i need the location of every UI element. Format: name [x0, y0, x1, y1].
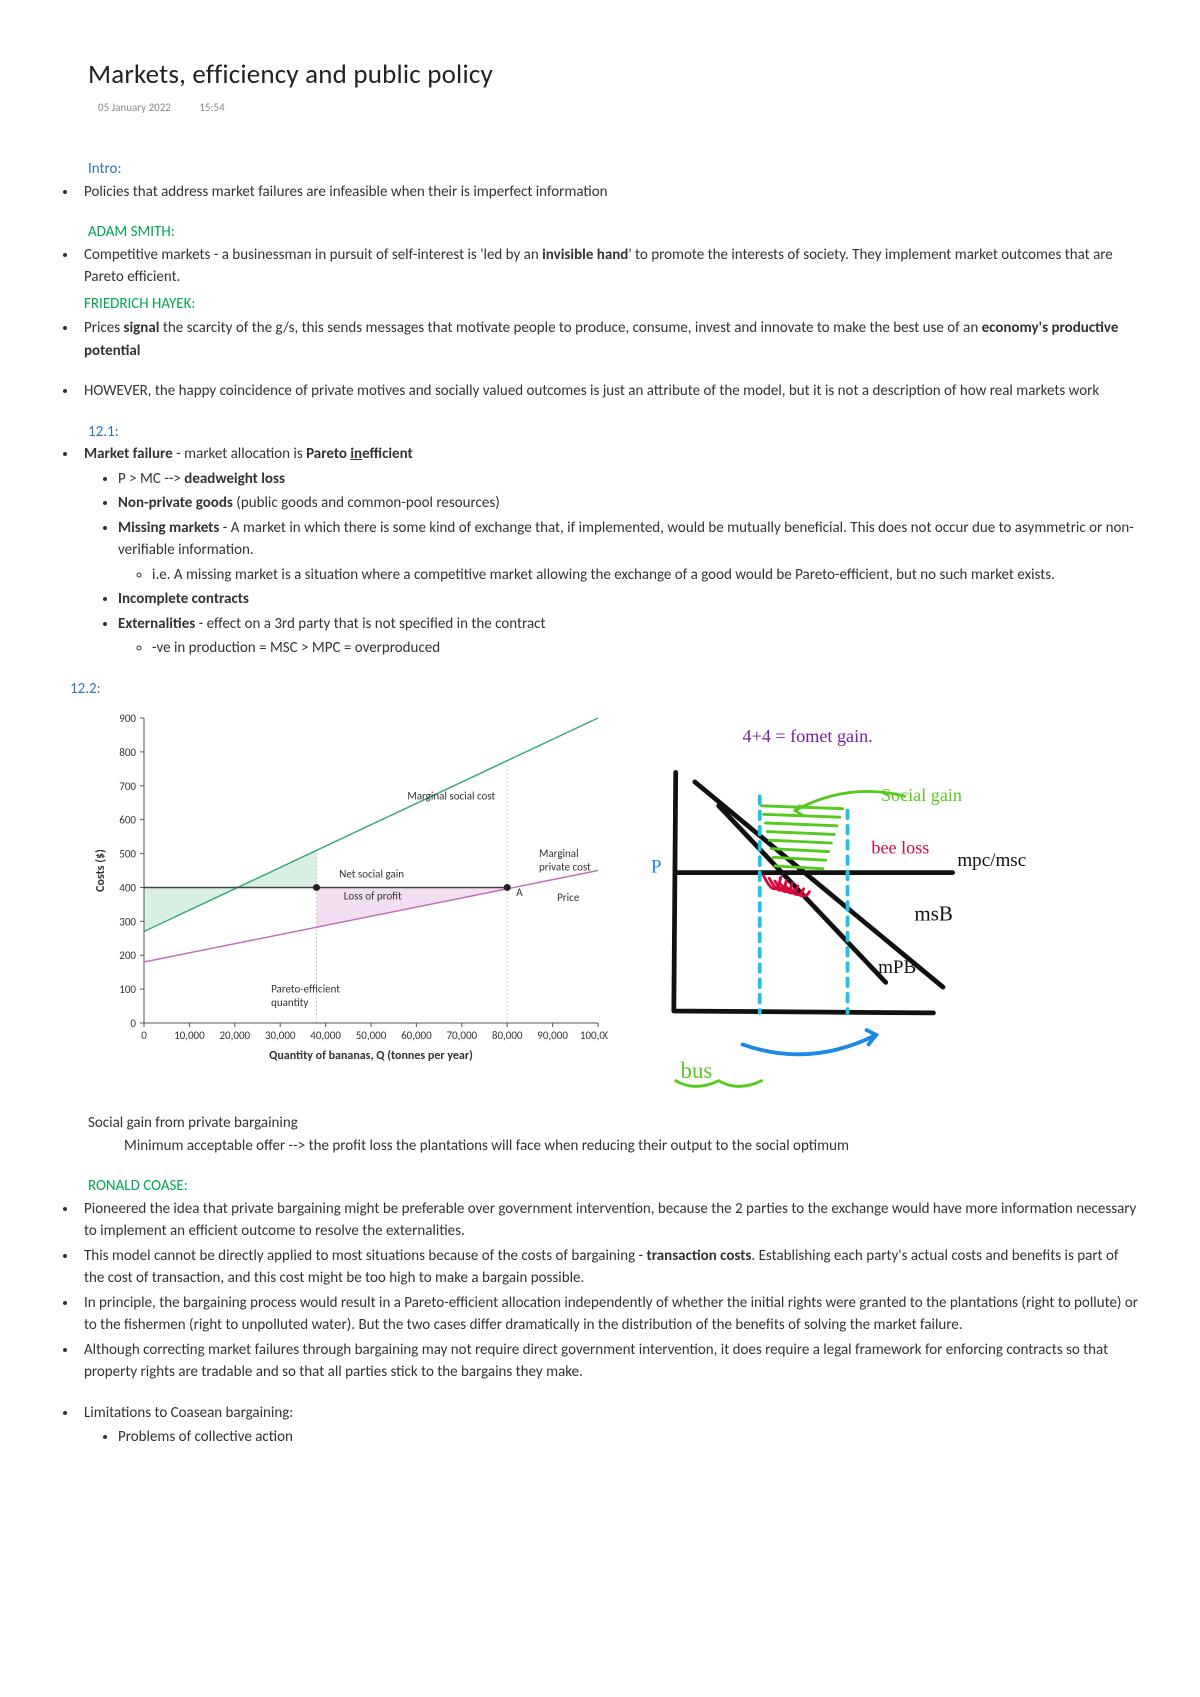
mf-item: Market failure - market allocation is Pa… — [78, 443, 1140, 660]
text-bold: signal — [124, 319, 160, 337]
svg-text:quantity: quantity — [271, 996, 308, 1009]
mf-sub: Externalities - effect on a 3rd party th… — [118, 613, 1140, 660]
svg-text:Loss of profit: Loss of profit — [344, 889, 402, 902]
svg-text:100,000: 100,000 — [580, 1029, 608, 1042]
svg-text:40,000: 40,000 — [310, 1029, 341, 1042]
text-bold: Missing markets — [118, 519, 219, 537]
intro-item: Policies that address market failures ar… — [78, 181, 1140, 204]
text: - A market in which there is some kind o… — [118, 519, 1134, 560]
text: P > MC --> — [118, 470, 184, 488]
svg-text:30,000: 30,000 — [265, 1029, 296, 1042]
smith-item: Competitive markets - a businessman in p… — [78, 244, 1140, 316]
svg-text:200: 200 — [119, 949, 136, 962]
svg-text:10,000: 10,000 — [174, 1029, 205, 1042]
text-bold: Non-private goods — [118, 494, 233, 512]
svg-text:Pareto-efficient: Pareto-efficient — [271, 983, 340, 996]
coase-limit-item: Problems of collective action — [118, 1426, 1140, 1449]
svg-text:P: P — [651, 857, 662, 878]
svg-text:80,000: 80,000 — [492, 1029, 523, 1042]
text-underline: in — [350, 445, 362, 463]
svg-text:500: 500 — [119, 848, 136, 861]
text: the scarcity of the g/s, this sends mess… — [159, 319, 981, 337]
svg-text:bee loss: bee loss — [871, 838, 929, 858]
svg-text:4+4 = fomet gain.: 4+4 = fomet gain. — [743, 726, 873, 746]
heading-122: 12.2: — [70, 678, 1140, 701]
mf-sub: Incomplete contracts — [118, 588, 1140, 611]
svg-text:90,000: 90,000 — [537, 1029, 568, 1042]
text-bold: transaction costs — [647, 1247, 752, 1265]
svg-text:Quantity of bananas, Q (tonnes: Quantity of bananas, Q (tonnes per year) — [269, 1049, 473, 1063]
heading-hayek: FRIEDRICH HAYEK: — [84, 293, 1140, 316]
svg-text:mPB: mPB — [878, 957, 916, 978]
coase-item: In principle, the bargaining process wou… — [78, 1292, 1140, 1337]
text: Prices — [84, 319, 124, 337]
mf-subsub: i.e. A missing market is a situation whe… — [152, 564, 1140, 587]
svg-text:A: A — [516, 886, 523, 899]
svg-text:Marginal social cost: Marginal social cost — [407, 789, 495, 802]
text-bold: deadweight loss — [184, 470, 285, 488]
svg-text:mpc/msc: mpc/msc — [957, 850, 1026, 871]
coase-item: Although correcting market failures thro… — [78, 1339, 1140, 1384]
text: Limitations to Coasean bargaining: — [84, 1404, 293, 1422]
page-meta: 05 January 2022 15:54 — [98, 100, 1140, 117]
pb-sub: Minimum acceptable offer --> the profit … — [124, 1135, 1140, 1158]
heading-coase: RONALD COASE: — [88, 1175, 1140, 1198]
hayek-item: Prices signal the scarcity of the g/s, t… — [78, 317, 1140, 362]
svg-text:Costs ($): Costs ($) — [94, 849, 108, 892]
text-bold: Externalities — [118, 615, 195, 633]
text: Competitive markets - a businessman in p… — [84, 246, 542, 264]
svg-text:800: 800 — [119, 746, 136, 759]
text-bold: invisible hand — [542, 246, 628, 264]
svg-text:Net social gain: Net social gain — [339, 867, 404, 880]
mf-sub: Missing markets - A market in which ther… — [118, 517, 1140, 587]
svg-text:0: 0 — [130, 1017, 136, 1030]
svg-text:400: 400 — [119, 881, 136, 894]
svg-text:900: 900 — [119, 712, 136, 725]
externality-chart: 0 100 200 300 400 500 600 700 800 900 0 10,000 20,00… — [88, 706, 608, 1096]
coase-item: This model cannot be directly applied to… — [78, 1245, 1140, 1290]
svg-text:private cost: private cost — [539, 861, 591, 874]
svg-text:600: 600 — [119, 814, 136, 827]
svg-text:Price: Price — [557, 891, 580, 904]
hand-sketch: 4+4 = fomet gain. Social gain bee loss mpc/… — [628, 706, 1048, 1106]
svg-text:50,000: 50,000 — [356, 1029, 387, 1042]
svg-text:Marginal: Marginal — [539, 847, 579, 860]
heading-121: 12.1: — [88, 421, 1140, 444]
text-bold: Incomplete contracts — [118, 590, 249, 608]
text-bold: Pareto — [306, 445, 350, 463]
text: - market allocation is — [173, 445, 306, 463]
page-title: Markets, efficiency and public policy — [88, 55, 1140, 96]
mf-sub: Non-private goods (public goods and comm… — [118, 492, 1140, 515]
pb-line: Social gain from private bargaining — [88, 1112, 1140, 1135]
coase-limits: Limitations to Coasean bargaining: Probl… — [78, 1402, 1140, 1449]
meta-date: 05 January 2022 — [98, 101, 171, 114]
text: - effect on a 3rd party that is not spec… — [195, 615, 545, 633]
svg-text:msB: msB — [914, 901, 953, 925]
svg-text:300: 300 — [119, 915, 136, 928]
svg-text:70,000: 70,000 — [446, 1029, 477, 1042]
svg-text:100: 100 — [119, 983, 136, 996]
text: This model cannot be directly applied to… — [84, 1247, 647, 1265]
heading-smith: ADAM SMITH: — [88, 221, 1140, 244]
however-item: HOWEVER, the happy coincidence of privat… — [78, 380, 1140, 403]
mf-sub: P > MC --> deadweight loss — [118, 468, 1140, 491]
coase-item: Pioneered the idea that private bargaini… — [78, 1198, 1140, 1243]
svg-text:bus: bus — [681, 1058, 713, 1083]
svg-text:Social gain: Social gain — [881, 785, 962, 805]
text: (public goods and common-pool resources) — [233, 494, 500, 512]
svg-text:20,000: 20,000 — [219, 1029, 250, 1042]
mf-subsub: -ve in production = MSC > MPC = overprod… — [152, 637, 1140, 660]
svg-text:700: 700 — [119, 780, 136, 793]
heading-intro: Intro: — [88, 158, 1140, 181]
meta-time: 15:54 — [199, 101, 224, 114]
text-bold: Market failure — [84, 445, 173, 463]
text-bold: efficient — [362, 445, 413, 463]
svg-text:60,000: 60,000 — [401, 1029, 432, 1042]
svg-text:0: 0 — [141, 1029, 147, 1042]
